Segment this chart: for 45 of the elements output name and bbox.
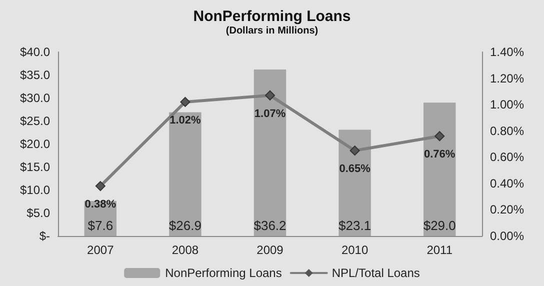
data-label: $23.1 (338, 218, 372, 233)
y2-tick-label: 0.00% (490, 229, 524, 243)
x-tick-label: 2008 (172, 243, 199, 257)
x-tick-label: 2007 (87, 243, 114, 257)
y-tick-label: $35.0 (20, 68, 50, 82)
y2-tick-label: 0.60% (490, 150, 524, 164)
y-tick-label: $30.0 (20, 91, 50, 105)
bar (254, 69, 286, 236)
point (350, 146, 360, 156)
y2-tick-label: 1.40% (490, 45, 524, 59)
y-tick-label: $10.0 (20, 183, 50, 197)
point (180, 96, 190, 107)
y-tick-label: $25.0 (20, 114, 50, 128)
x-tick-label: 2009 (256, 243, 284, 257)
y-tick-label: $15.0 (20, 160, 50, 174)
x-tick-label: 2010 (341, 243, 368, 257)
y-tick-label: $- (39, 229, 50, 243)
y2-tick-label: 0.80% (490, 124, 524, 138)
y-tick-label: $5.0 (26, 206, 50, 220)
y2-tick-label: 0.40% (490, 176, 524, 190)
bar (169, 112, 202, 236)
bar (338, 130, 371, 236)
y-tick-label: $20.0 (20, 137, 50, 151)
legend-label: NonPerforming Loans (165, 266, 282, 280)
point (434, 131, 445, 142)
data-label: $29.0 (423, 218, 456, 233)
data-label: $36.2 (254, 218, 286, 233)
legend-label: NPL/Total Loans (332, 266, 420, 280)
point (95, 181, 106, 192)
y2-tick-label: 1.00% (490, 98, 524, 112)
data-label: $26.9 (168, 218, 202, 233)
chart-subtitle: (Dollars in Millions) (226, 26, 318, 36)
data-label: 1.07% (254, 108, 286, 120)
y2-tick-label: 0.20% (490, 202, 524, 217)
data-label: 0.76% (424, 148, 456, 161)
data-label: 0.65% (339, 163, 371, 176)
data-label: 1.02% (170, 114, 202, 126)
data-label: 0.38% (84, 198, 116, 211)
bar (423, 102, 456, 236)
data-label: $7.6 (88, 218, 114, 233)
point (265, 90, 275, 100)
y2-tick-label: 1.20% (490, 71, 524, 86)
x-tick-label: 2011 (426, 243, 453, 257)
y-tick-label: $40.0 (20, 45, 50, 59)
chart-title: NonPerforming Loans (193, 8, 351, 25)
